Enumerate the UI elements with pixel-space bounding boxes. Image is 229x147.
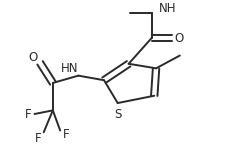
Text: NH: NH	[159, 1, 176, 15]
Text: O: O	[28, 51, 37, 64]
Text: HN: HN	[60, 62, 78, 75]
Text: F: F	[35, 132, 41, 145]
Text: O: O	[174, 32, 183, 45]
Text: F: F	[25, 107, 31, 121]
Text: S: S	[114, 107, 121, 121]
Text: F: F	[63, 128, 70, 141]
